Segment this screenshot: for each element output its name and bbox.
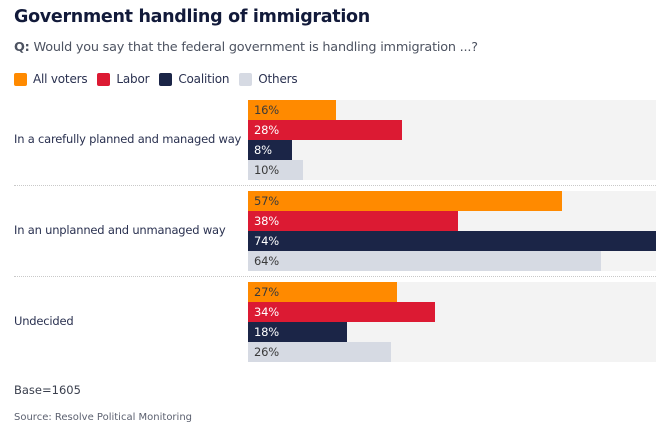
source-note: Source: Resolve Political Monitoring xyxy=(14,412,193,423)
bar-value-label: 28% xyxy=(254,123,279,137)
legend-item-coalition: Coalition xyxy=(159,72,229,86)
bar-others: 26% xyxy=(248,342,392,362)
legend-label: Coalition xyxy=(178,72,230,86)
bar-value-label: 10% xyxy=(254,163,279,177)
bar-labor: 28% xyxy=(248,120,403,140)
bar-value-label: 57% xyxy=(254,194,279,208)
bar-value-label: 74% xyxy=(254,234,279,248)
legend-swatch xyxy=(14,72,27,86)
bar-all-voters: 27% xyxy=(248,282,397,302)
bar-coalition: 18% xyxy=(248,322,348,342)
question-text: Would you say that the federal governmen… xyxy=(33,40,478,55)
legend-swatch xyxy=(239,72,253,86)
bar-labor: 38% xyxy=(248,211,458,231)
bar-value-label: 16% xyxy=(254,103,279,117)
bar-value-label: 8% xyxy=(254,143,272,157)
question-prefix: Q: xyxy=(14,40,30,55)
bar-value-label: 34% xyxy=(254,305,279,319)
legend-swatch xyxy=(97,72,111,86)
bar-others: 10% xyxy=(248,160,304,180)
bar-track: 57% 38% 74% 64% xyxy=(248,191,656,271)
legend-item-labor: Labor xyxy=(97,72,150,86)
bar-coalition: 8% xyxy=(248,140,293,160)
legend-item-others: Others xyxy=(239,72,298,86)
group-separator xyxy=(14,185,656,186)
bar-all-voters: 57% xyxy=(248,191,563,211)
bar-value-label: 27% xyxy=(254,285,279,299)
chart-legend: All voters Labor Coalition Others xyxy=(14,72,307,86)
group-separator xyxy=(14,276,656,277)
bar-value-label: 26% xyxy=(254,345,279,359)
legend-item-all-voters: All voters xyxy=(14,72,88,86)
legend-label: All voters xyxy=(33,72,88,86)
chart-question: Q: Would you say that the federal govern… xyxy=(14,40,478,55)
bar-track: 27% 34% 18% 26% xyxy=(248,282,656,362)
bar-value-label: 64% xyxy=(254,254,279,268)
legend-swatch xyxy=(159,72,173,86)
base-note: Base=1605 xyxy=(14,383,81,397)
bar-track: 16% 28% 8% 10% xyxy=(248,100,656,180)
bar-labor: 34% xyxy=(248,302,436,322)
legend-label: Labor xyxy=(116,72,150,86)
bar-value-label: 38% xyxy=(254,214,279,228)
bar-value-label: 18% xyxy=(254,325,279,339)
legend-label: Others xyxy=(258,72,298,86)
category-label: In a carefully planned and managed way xyxy=(14,132,242,146)
chart-title: Government handling of immigration xyxy=(14,7,370,27)
bar-others: 64% xyxy=(248,251,601,271)
bar-all-voters: 16% xyxy=(248,100,337,120)
category-label: Undecided xyxy=(14,314,74,328)
category-label: In an unplanned and unmanaged way xyxy=(14,223,226,237)
bar-coalition: 74% xyxy=(248,231,656,251)
